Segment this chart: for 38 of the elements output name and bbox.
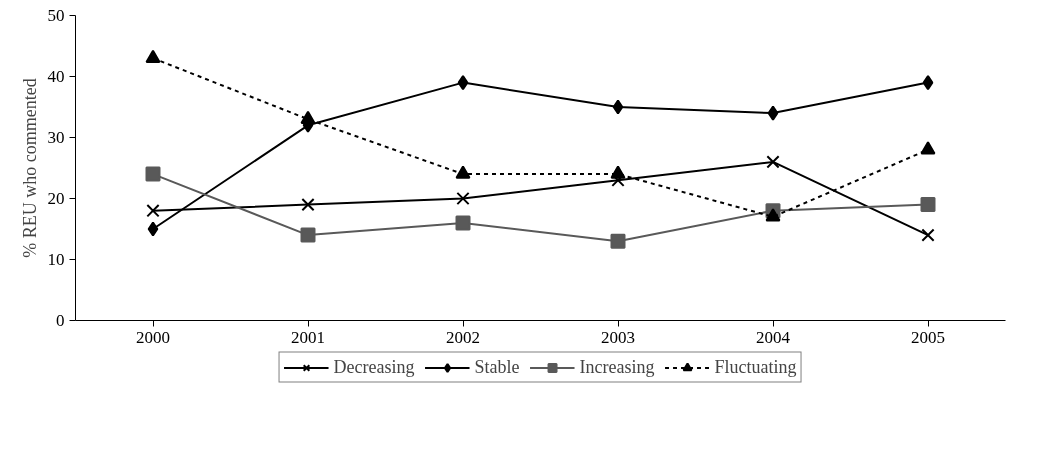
- point: [610, 165, 626, 179]
- point: [456, 191, 470, 206]
- x-tick-label: 2004: [756, 327, 791, 347]
- point: [610, 233, 626, 249]
- point: [146, 204, 160, 218]
- y-tick-label: 50: [47, 6, 65, 25]
- x-tick-label: 2000: [136, 327, 170, 347]
- y-tick-label: 30: [47, 128, 65, 147]
- point: [767, 105, 779, 121]
- y-tick-label: 20: [47, 189, 65, 208]
- y-tick-label: 0: [56, 311, 65, 330]
- point: [145, 49, 161, 63]
- legend-label: Increasing: [579, 356, 655, 378]
- legend-label: Fluctuating: [714, 356, 797, 378]
- y-axis-title: % REU who commented: [19, 78, 40, 258]
- point: [920, 197, 936, 213]
- x-tick-label: 2005: [911, 327, 945, 347]
- point: [765, 208, 781, 222]
- y-tick-label: 10: [47, 250, 65, 269]
- y-tick-label: 40: [47, 67, 65, 86]
- x-tick-label: 2002: [446, 327, 480, 347]
- point: [145, 166, 161, 182]
- legend-label: Stable: [474, 356, 520, 378]
- point: [300, 110, 316, 124]
- point: [921, 228, 935, 242]
- point: [147, 221, 159, 237]
- point: [922, 75, 934, 91]
- x-tick-label: 2003: [601, 327, 635, 347]
- x-tick-label: 2001: [291, 327, 325, 347]
- point: [301, 197, 315, 212]
- legend-label: Decreasing: [333, 356, 415, 378]
- point: [300, 227, 316, 243]
- point: [612, 99, 624, 115]
- point: [766, 155, 780, 169]
- point: [920, 141, 936, 155]
- point: [455, 215, 471, 231]
- point: [455, 165, 471, 179]
- point: [457, 75, 469, 91]
